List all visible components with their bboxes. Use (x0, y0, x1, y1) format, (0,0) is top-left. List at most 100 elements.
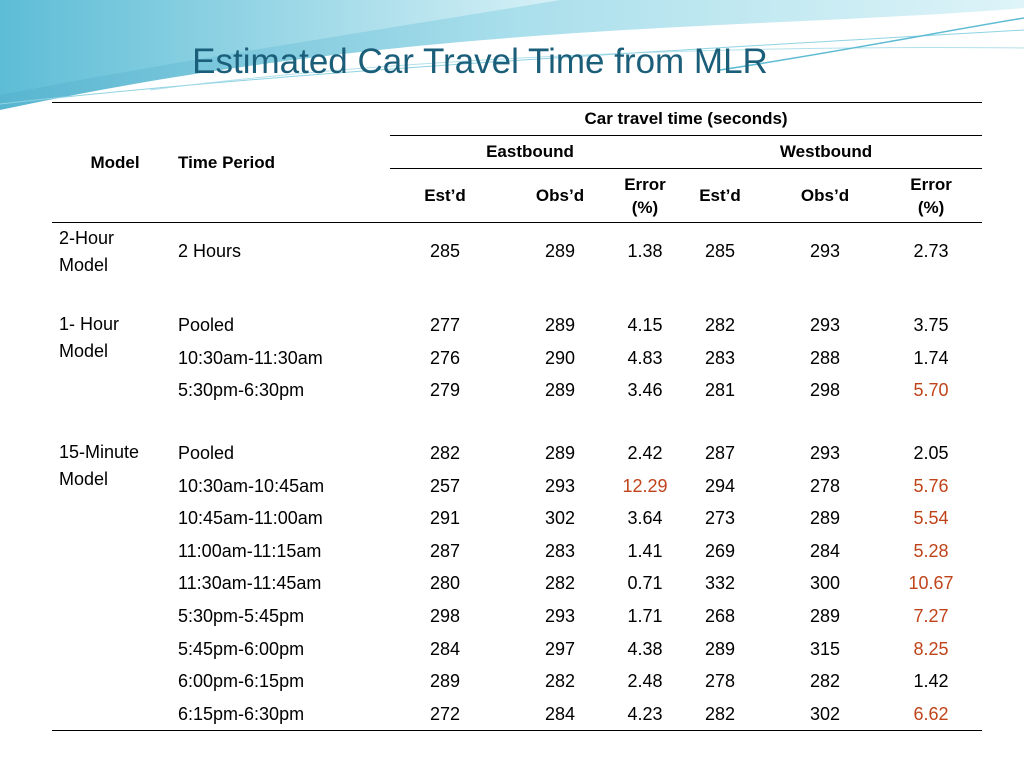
e-err-cell: 0.71 (627, 573, 663, 594)
e-err-cell: 1.71 (627, 606, 663, 627)
table-row: 6:15pm-6:30pm 272 284 4.23 282 302 6.62 (52, 698, 982, 731)
e-est-cell: 282 (429, 443, 461, 464)
w-est-cell: 285 (704, 241, 736, 261)
w-err-cell: 6.62 (913, 703, 949, 724)
table-row: 6:00pm-6:15pm 289 282 2.48 278 282 1.42 (52, 665, 982, 698)
w-est-cell: 332 (704, 573, 736, 594)
w-obs-cell: 293 (809, 443, 841, 464)
travel-time-table: Model Time Period Car travel time (secon… (52, 102, 983, 731)
header-eastbound-obsd: Obs’d (535, 185, 585, 205)
e-obs-cell: 284 (544, 703, 576, 724)
w-obs-cell: 300 (809, 573, 841, 594)
model-name-line2: Model (59, 341, 109, 361)
table-row: 1- Hour Model Pooled 277 289 4.15 282 293 3.75 (52, 309, 982, 361)
w-err-cell: 8.25 (913, 638, 949, 659)
w-obs-cell: 288 (809, 347, 841, 368)
w-est-cell: 294 (704, 475, 736, 496)
e-est-cell: 291 (429, 508, 461, 529)
header-eastbound-estd: Est’d (424, 185, 466, 205)
table-row: 11:00am-11:15am 287 283 1.41 269 284 5.28 (52, 535, 982, 568)
header-car-travel-time: Car travel time (seconds) (390, 102, 983, 136)
w-est-cell: 289 (704, 638, 736, 659)
error-label-line1: Error (624, 174, 666, 194)
table-row: 15-Minute Model Pooled 282 289 2.42 287 293 2.05 (52, 437, 982, 489)
table-row: 10:45am-11:00am 291 302 3.64 273 289 5.54 (52, 502, 982, 535)
decorative-swoosh (0, 0, 1024, 113)
e-obs-cell: 289 (544, 380, 576, 401)
e-obs-cell: 293 (544, 475, 576, 496)
model-cell: 15-Minute Model (52, 437, 178, 730)
time-period-cell: Pooled (178, 443, 235, 464)
w-obs-cell: 293 (809, 241, 841, 261)
w-est-cell: 278 (704, 671, 736, 692)
table-header: Model Time Period Car travel time (secon… (52, 102, 983, 223)
error-label-line2: (%) (631, 197, 659, 217)
w-obs-cell: 278 (809, 475, 841, 496)
w-obs-cell: 302 (809, 703, 841, 724)
w-obs-cell: 298 (809, 380, 841, 401)
table-row: 10:30am-10:45am 257 293 12.29 294 278 5.76 (52, 469, 982, 502)
e-est-cell: 298 (429, 606, 461, 627)
w-est-cell: 268 (704, 606, 736, 627)
e-obs-cell: 293 (544, 606, 576, 627)
model-name-line1: 1- Hour (59, 314, 120, 334)
header-westbound-estd: Est’d (699, 185, 741, 205)
group-spacer (52, 279, 982, 309)
e-obs-cell: 289 (544, 315, 576, 336)
model-cell: 1- Hour Model (52, 309, 178, 407)
table-row: 5:30pm-5:45pm 298 293 1.71 268 289 7.27 (52, 600, 982, 633)
header-eastbound-error: Error (%) (620, 169, 670, 223)
table-row: 10:30am-11:30am 276 290 4.83 283 288 1.74 (52, 342, 982, 375)
e-est-cell: 272 (429, 703, 461, 724)
model-name-line2: Model (59, 255, 109, 275)
e-err-cell: 4.83 (627, 347, 663, 368)
e-err-cell: 3.64 (627, 508, 663, 529)
e-err-cell: 4.23 (627, 703, 663, 724)
w-est-cell: 283 (704, 347, 736, 368)
w-err-cell: 1.74 (913, 347, 949, 368)
slide-title: Estimated Car Travel Time from MLR (192, 42, 768, 81)
header-westbound: Westbound (670, 135, 983, 169)
header-westbound-error: Error (%) (880, 169, 982, 223)
w-obs-cell: 293 (809, 315, 841, 336)
w-err-cell: 2.05 (913, 443, 949, 464)
w-err-cell: 5.54 (913, 508, 949, 529)
time-period-cell: 6:15pm-6:30pm (178, 703, 305, 724)
time-period-cell: 10:30am-11:30am (178, 347, 323, 368)
error-label-line1: Error (910, 174, 952, 194)
time-period-cell: 2 Hours (178, 241, 242, 261)
table-row: 11:30am-11:45am 280 282 0.71 332 300 10.67 (52, 567, 982, 600)
w-obs-cell: 284 (809, 540, 841, 561)
e-obs-cell: 297 (544, 638, 576, 659)
model-name-line1: 2-Hour (59, 228, 115, 248)
e-err-cell: 12.29 (622, 475, 668, 496)
model-name-line1: 15-Minute (59, 441, 140, 462)
e-est-cell: 280 (429, 573, 461, 594)
time-period-cell: 5:30pm-5:45pm (178, 606, 305, 627)
w-est-cell: 273 (704, 508, 736, 529)
time-period-cell: 11:00am-11:15am (178, 540, 322, 561)
w-obs-cell: 289 (809, 606, 841, 627)
e-obs-cell: 282 (544, 573, 576, 594)
w-err-cell: 5.28 (913, 540, 949, 561)
table-row: 5:45pm-6:00pm 284 297 4.38 289 315 8.25 (52, 632, 982, 665)
e-est-cell: 276 (429, 347, 461, 368)
time-period-cell: 10:45am-11:00am (178, 508, 323, 529)
w-est-cell: 287 (704, 443, 736, 464)
e-obs-cell: 283 (544, 540, 576, 561)
table-body: 2-Hour Model 2 Hours 285 289 1.38 285 293 2.73 1-… (52, 223, 983, 731)
e-est-cell: 289 (429, 671, 461, 692)
e-est-cell: 257 (429, 475, 461, 496)
model-cell: 2-Hour Model (52, 223, 178, 280)
w-obs-cell: 315 (809, 638, 841, 659)
time-period-cell: 11:30am-11:45am (178, 573, 322, 594)
e-err-cell: 2.48 (627, 671, 663, 692)
e-err-cell: 4.38 (627, 638, 663, 659)
time-period-cell: 10:30am-10:45am (178, 475, 325, 496)
error-label-line2: (%) (917, 197, 945, 217)
header-time-period: Time Period (178, 102, 390, 223)
table-row: 5:30pm-6:30pm 279 289 3.46 281 298 5.70 (52, 374, 982, 407)
e-err-cell: 1.41 (627, 540, 663, 561)
results-table-container: Model Time Period Car travel time (secon… (52, 102, 983, 731)
e-est-cell: 285 (429, 241, 461, 261)
